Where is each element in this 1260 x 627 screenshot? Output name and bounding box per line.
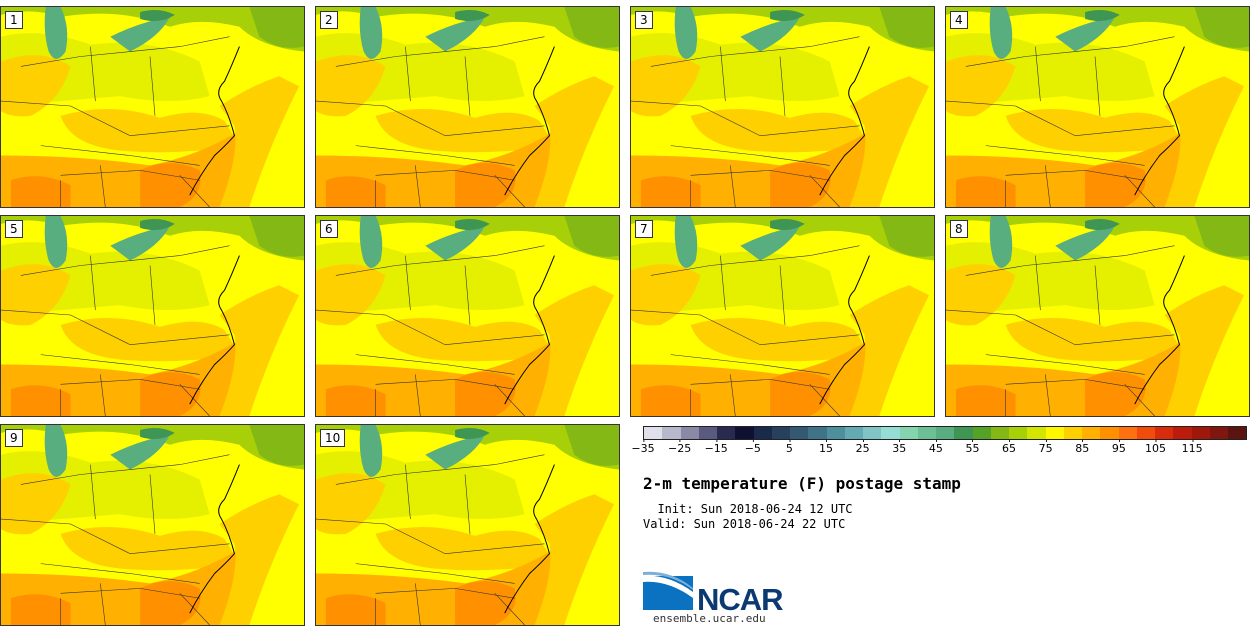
member-number: 6 bbox=[320, 220, 338, 238]
colorbar-segment bbox=[1100, 427, 1119, 439]
colorbar-tick-label: −5 bbox=[744, 439, 761, 455]
colorbar-segment bbox=[1155, 427, 1174, 439]
member-number: 9 bbox=[5, 429, 23, 447]
colorbar-segment bbox=[1191, 427, 1210, 439]
member-number: 7 bbox=[635, 220, 653, 238]
colorbar-segment bbox=[826, 427, 845, 439]
colorbar-tick-label: −35 bbox=[631, 439, 655, 455]
colorbar-segment bbox=[1027, 427, 1046, 439]
member-panel: 9 bbox=[0, 424, 305, 626]
colorbar-segment bbox=[698, 427, 717, 439]
colorbar-tick-label: 95 bbox=[1111, 439, 1126, 455]
colorbar-tick-label: 25 bbox=[855, 439, 870, 455]
colorbar-tick-label: 115 bbox=[1181, 439, 1203, 455]
colorbar-segment bbox=[753, 427, 772, 439]
colorbar-segment bbox=[1082, 427, 1101, 439]
member-panel: 6 bbox=[315, 215, 620, 417]
member-panel: 2 bbox=[315, 6, 620, 208]
temperature-colorbar bbox=[643, 426, 1247, 440]
colorbar-tick-label: 35 bbox=[892, 439, 907, 455]
member-panel: 4 bbox=[945, 6, 1250, 208]
colorbar-segment bbox=[1228, 427, 1247, 439]
colorbar-segment bbox=[717, 427, 736, 439]
colorbar-tick-label: −15 bbox=[704, 439, 728, 455]
colorbar-segment bbox=[863, 427, 882, 439]
member-panel: 5 bbox=[0, 215, 305, 417]
colorbar-segment bbox=[735, 427, 754, 439]
member-panel: 8 bbox=[945, 215, 1250, 417]
ncar-logo-icon bbox=[643, 571, 693, 610]
colorbar-ticks: −35 −25 −15 −5 5 15 25 35 45 55 65 75 85 95 105 115 bbox=[631, 439, 1247, 462]
member-number: 2 bbox=[320, 11, 338, 29]
colorbar-segment bbox=[644, 427, 663, 439]
colorbar-segment bbox=[808, 427, 827, 439]
member-number: 8 bbox=[950, 220, 968, 238]
member-panel: 7 bbox=[630, 215, 935, 417]
colorbar-segment bbox=[972, 427, 991, 439]
member-panel: 3 bbox=[630, 6, 935, 208]
colorbar-segment bbox=[790, 427, 809, 439]
colorbar-segment bbox=[771, 427, 790, 439]
colorbar-tick-label: 15 bbox=[819, 439, 834, 455]
member-number: 5 bbox=[5, 220, 23, 238]
valid-time: Valid: Sun 2018-06-24 22 UTC bbox=[643, 517, 846, 531]
colorbar-tick-label: 55 bbox=[965, 439, 980, 455]
colorbar-segment bbox=[990, 427, 1009, 439]
colorbar-segment bbox=[881, 427, 900, 439]
colorbar-tick-label: 85 bbox=[1075, 439, 1090, 455]
colorbar-segment bbox=[1136, 427, 1155, 439]
colorbar-tick-label: −25 bbox=[667, 439, 692, 455]
member-number: 3 bbox=[635, 11, 653, 29]
colorbar-tick-label: 65 bbox=[1002, 439, 1017, 455]
colorbar-segment bbox=[680, 427, 699, 439]
plot-title: 2-m temperature (F) postage stamp bbox=[643, 474, 961, 493]
ncar-logo-text: NCAR bbox=[697, 582, 784, 617]
colorbar-segment bbox=[1045, 427, 1064, 439]
colorbar-tick-label: 105 bbox=[1144, 439, 1166, 455]
colorbar-segment bbox=[1173, 427, 1192, 439]
colorbar-tick-label: 75 bbox=[1038, 439, 1053, 455]
colorbar-segment bbox=[936, 427, 955, 439]
member-number: 4 bbox=[950, 11, 968, 29]
colorbar-segment bbox=[954, 427, 973, 439]
colorbar-segment bbox=[1118, 427, 1137, 439]
member-panel: 1 bbox=[0, 6, 305, 208]
site-url: ensemble.ucar.edu bbox=[653, 612, 766, 625]
colorbar-tick-label: 5 bbox=[785, 439, 793, 455]
member-panel: 10 bbox=[315, 424, 620, 626]
colorbar-segment bbox=[899, 427, 918, 439]
colorbar-segment bbox=[1209, 427, 1228, 439]
member-number: 1 bbox=[5, 11, 23, 29]
member-number: 10 bbox=[320, 429, 346, 447]
colorbar-segment bbox=[1009, 427, 1028, 439]
init-time: Init: Sun 2018-06-24 12 UTC bbox=[643, 502, 853, 516]
colorbar-tick-label: 45 bbox=[928, 439, 943, 455]
colorbar-segment bbox=[844, 427, 863, 439]
colorbar-segment bbox=[1063, 427, 1082, 439]
colorbar-segment bbox=[662, 427, 681, 439]
colorbar-segment bbox=[917, 427, 936, 439]
